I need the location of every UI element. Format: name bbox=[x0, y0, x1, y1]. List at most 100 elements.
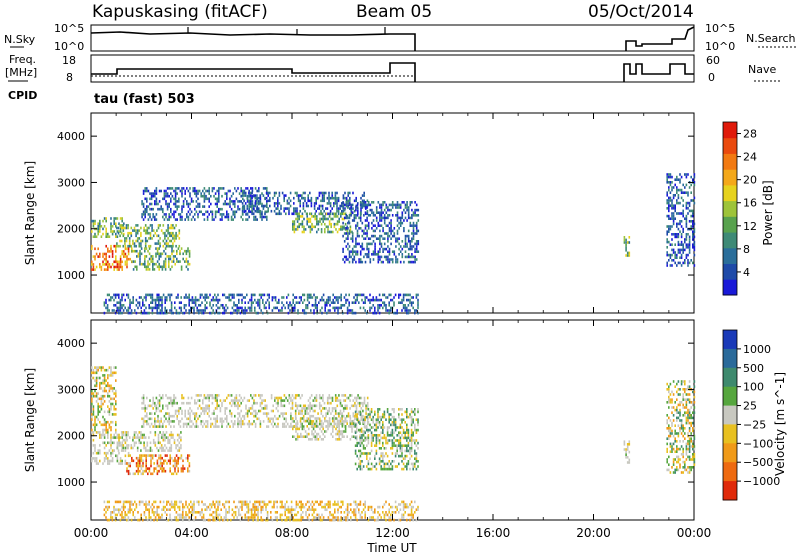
echo-cell bbox=[188, 464, 191, 468]
echo-cell bbox=[254, 293, 256, 297]
echo-cell bbox=[157, 207, 159, 211]
echo-cell bbox=[165, 431, 168, 434]
echo-cell bbox=[97, 232, 99, 236]
echo-cell bbox=[115, 420, 117, 424]
echo-cell bbox=[372, 240, 375, 243]
echo-cell bbox=[91, 431, 93, 434]
echo-cell bbox=[293, 420, 295, 423]
echo-cell bbox=[409, 449, 411, 453]
echo-cell bbox=[287, 304, 290, 307]
echo-cell bbox=[181, 396, 183, 400]
echo-cell bbox=[362, 404, 364, 408]
echo-cell bbox=[340, 422, 342, 425]
echo-cell bbox=[150, 454, 152, 457]
echo-cell bbox=[203, 422, 206, 426]
echo-cell bbox=[272, 196, 274, 200]
echo-cell bbox=[139, 252, 141, 256]
echo-cell bbox=[202, 401, 204, 405]
echo-cell bbox=[250, 306, 253, 310]
echo-cell bbox=[241, 194, 244, 197]
echo-cell bbox=[168, 262, 170, 266]
echo-cell bbox=[385, 203, 388, 207]
echo-cell bbox=[175, 459, 178, 463]
echo-cell bbox=[187, 467, 189, 470]
echo-cell bbox=[170, 505, 173, 509]
echo-cell bbox=[282, 404, 284, 408]
echo-cell bbox=[170, 187, 172, 190]
echo-cell bbox=[298, 296, 301, 299]
echo-cell bbox=[356, 454, 358, 458]
echo-cell bbox=[382, 216, 384, 220]
echo-cell bbox=[671, 201, 673, 205]
echo-cell bbox=[158, 247, 160, 250]
echo-cell bbox=[412, 221, 415, 225]
echo-cell bbox=[103, 428, 106, 432]
echo-cell bbox=[105, 235, 107, 238]
echo-cell bbox=[188, 249, 191, 253]
echo-cell bbox=[364, 415, 366, 419]
echo-cell bbox=[393, 234, 396, 238]
echo-cell bbox=[399, 216, 402, 220]
echo-cell bbox=[174, 187, 177, 190]
echo-cell bbox=[410, 423, 413, 427]
echo-cell bbox=[251, 194, 254, 198]
echo-cell bbox=[103, 301, 106, 304]
echo-cell bbox=[382, 250, 384, 253]
echo-cell bbox=[248, 207, 250, 211]
echo-cell bbox=[105, 301, 107, 304]
echo-cell bbox=[258, 306, 261, 310]
echo-cell bbox=[148, 226, 150, 230]
echo-cell bbox=[351, 234, 354, 238]
echo-cell bbox=[668, 188, 670, 192]
echo-cell bbox=[178, 500, 181, 504]
echo-cell bbox=[351, 240, 354, 243]
echo-cell bbox=[301, 425, 304, 428]
echo-cell bbox=[254, 422, 257, 426]
echo-cell bbox=[210, 425, 212, 428]
echo-cell bbox=[370, 306, 373, 310]
echo-cell bbox=[127, 234, 129, 238]
echo-cell bbox=[125, 436, 128, 439]
echo-cell bbox=[338, 394, 340, 397]
echo-cell bbox=[211, 215, 214, 219]
echo-cell bbox=[165, 394, 167, 397]
echo-cell bbox=[115, 232, 117, 236]
echo-cell bbox=[168, 257, 170, 261]
echo-cell bbox=[126, 438, 128, 442]
echo-cell bbox=[379, 219, 381, 222]
echo-cell bbox=[417, 460, 419, 463]
echo-cell bbox=[150, 257, 152, 261]
echo-cell bbox=[148, 293, 150, 297]
echo-cell bbox=[399, 454, 402, 458]
echo-cell bbox=[363, 199, 365, 203]
echo-cell bbox=[393, 250, 396, 253]
echo-cell bbox=[116, 268, 119, 271]
echo-cell bbox=[291, 399, 294, 402]
echo-cell bbox=[358, 404, 361, 408]
echo-cell bbox=[688, 261, 691, 265]
echo-cell bbox=[398, 426, 400, 429]
echo-cell bbox=[375, 211, 378, 214]
echo-cell bbox=[391, 229, 394, 233]
echo-cell bbox=[231, 296, 234, 299]
echo-cell bbox=[243, 396, 246, 400]
echo-cell bbox=[306, 432, 308, 436]
echo-cell bbox=[677, 227, 680, 231]
echo-cell bbox=[292, 293, 294, 297]
echo-cell bbox=[407, 255, 410, 259]
echo-cell bbox=[115, 454, 117, 458]
echo-cell bbox=[393, 423, 395, 427]
echo-cell bbox=[625, 254, 627, 257]
echo-cell bbox=[256, 202, 258, 205]
echo-cell bbox=[312, 215, 315, 218]
echo-cell bbox=[166, 500, 168, 504]
echo-cell bbox=[286, 301, 288, 304]
echo-cell bbox=[172, 505, 174, 509]
echo-cell bbox=[302, 191, 305, 195]
echo-cell bbox=[161, 508, 163, 511]
echo-cell bbox=[687, 243, 689, 246]
echo-cell bbox=[240, 194, 242, 198]
echo-cell bbox=[107, 410, 109, 414]
echo-cell bbox=[307, 420, 310, 423]
echo-cell bbox=[409, 216, 412, 220]
